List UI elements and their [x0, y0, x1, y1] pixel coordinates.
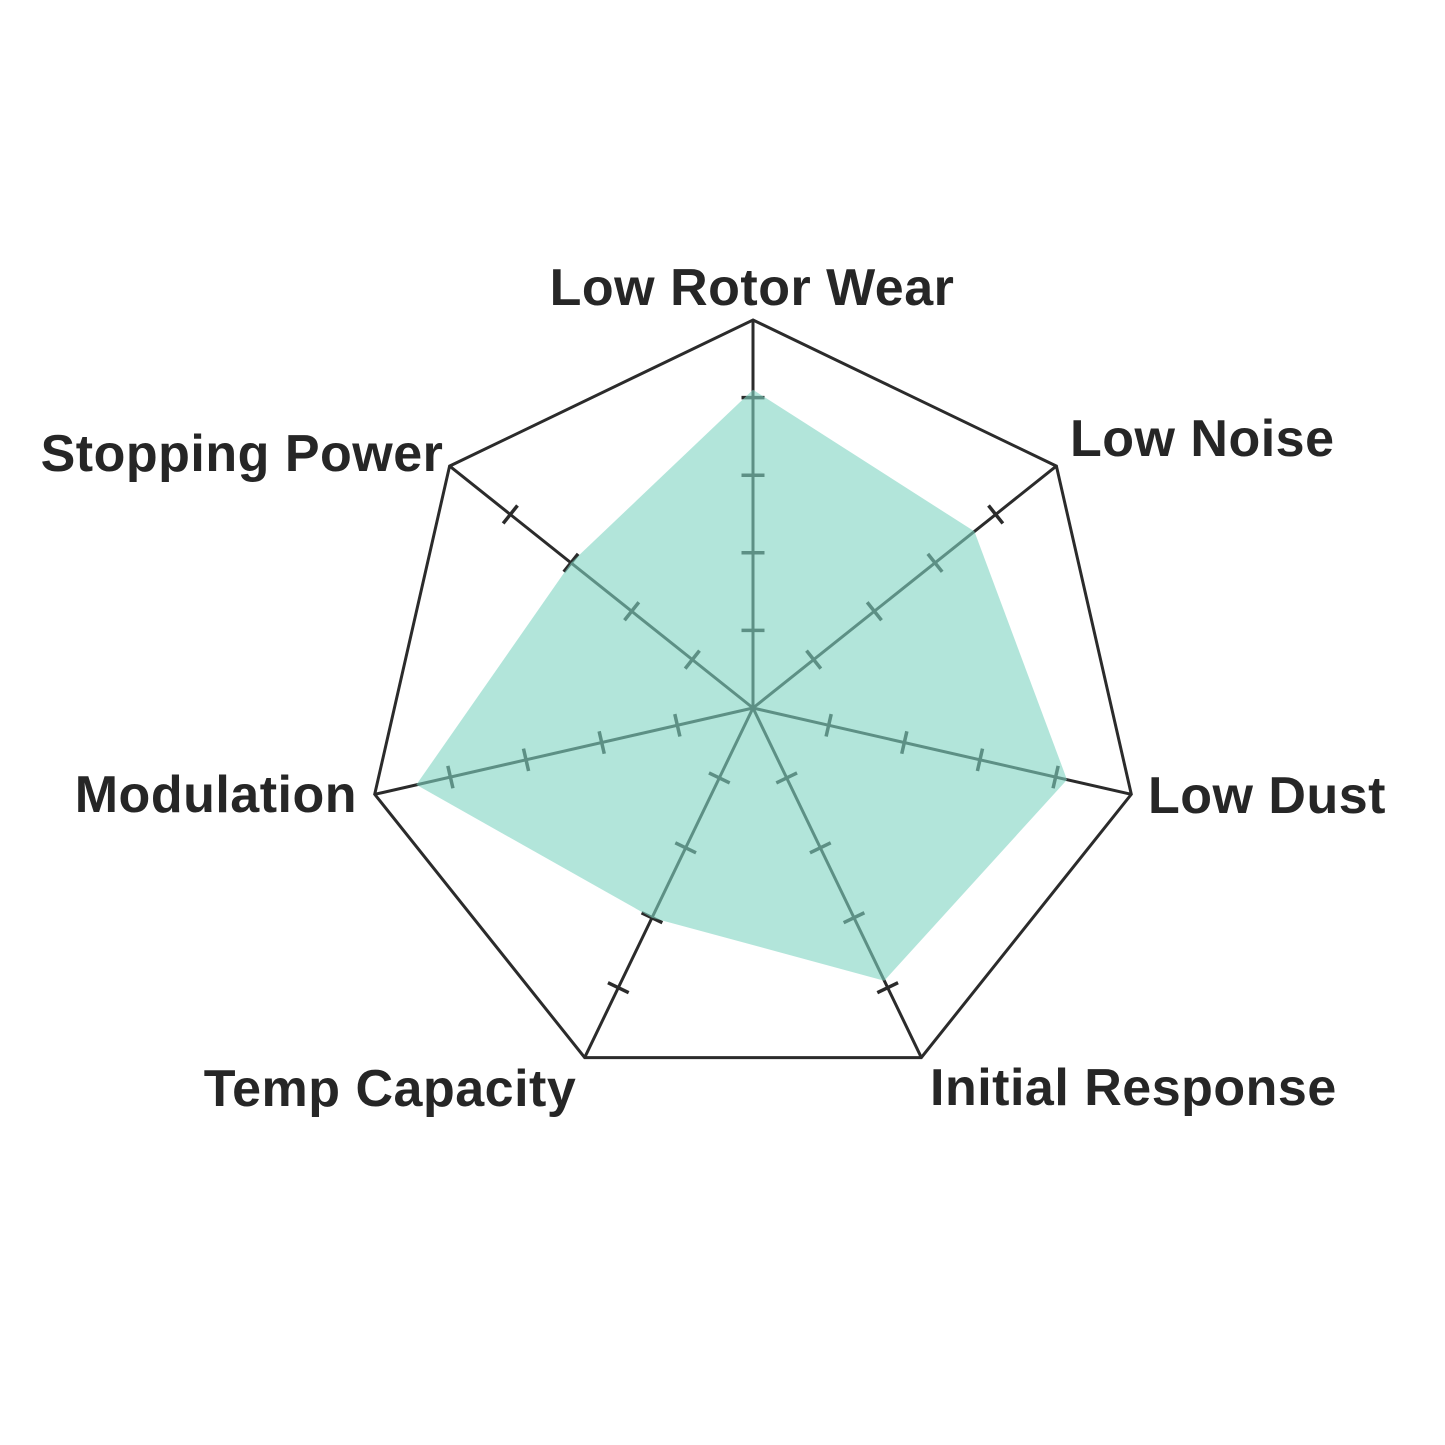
axis-label-temp-capacity: Temp Capacity [204, 1060, 577, 1118]
axis-label-low-rotor-wear: Low Rotor Wear [550, 259, 955, 317]
radar-data-area [416, 389, 1067, 981]
radar-tick-mark [501, 504, 519, 525]
radar-series-area [416, 389, 1067, 981]
axis-label-initial-response: Initial Response [930, 1059, 1337, 1117]
radar-axis-labels: Low Rotor Wear Low Noise Low Dust Initial R… [41, 259, 1386, 1118]
radar-tick-mark [987, 504, 1005, 525]
axis-label-low-noise: Low Noise [1070, 410, 1335, 468]
radar-tick-mark [607, 981, 630, 995]
axis-label-stopping-power: Stopping Power [41, 425, 444, 483]
radar-tick-mark [562, 552, 580, 573]
axis-label-low-dust: Low Dust [1148, 767, 1386, 825]
axis-label-modulation: Modulation [75, 766, 357, 824]
radar-tick-mark [876, 981, 899, 995]
radar-outline [373, 318, 1133, 1060]
radar-tick-mark [640, 911, 664, 925]
